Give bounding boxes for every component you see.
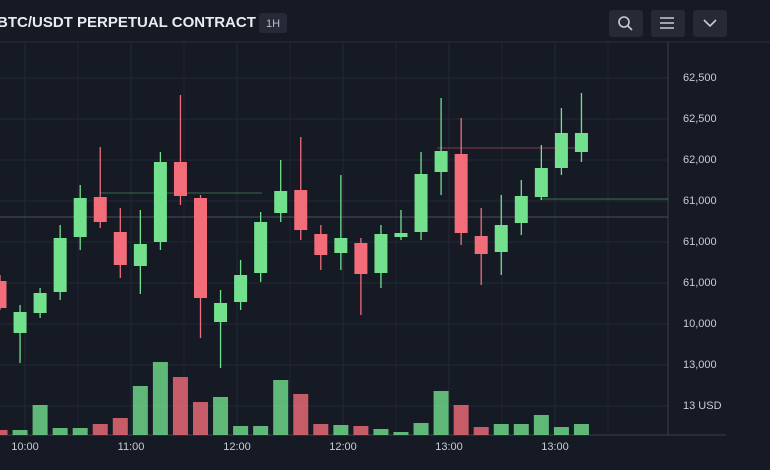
volume-bar [112, 418, 128, 435]
dropdown-button[interactable] [693, 10, 727, 37]
time-axis-label: 13:00 [435, 441, 463, 453]
candle-body [113, 232, 127, 265]
candle-body [133, 244, 147, 266]
price-axis-label: 61,000 [683, 236, 717, 248]
search-icon [618, 16, 630, 28]
grid [0, 42, 668, 435]
candle-body [454, 154, 468, 233]
volume-bar [493, 424, 509, 435]
volume-bar [333, 425, 349, 435]
badge-bg [259, 13, 287, 33]
candle-body [334, 238, 348, 253]
candle-body [374, 234, 388, 273]
time-axis-label: 11:00 [118, 441, 145, 453]
price-axis-label: 61,000 [683, 195, 717, 207]
button-bg [609, 10, 643, 37]
price-axis-label: 13,000 [683, 359, 717, 371]
volume-bar [12, 430, 28, 435]
volume-bar [313, 424, 329, 435]
price-axis-label: 13 USD [683, 400, 722, 412]
price-axis-label: 10,000 [683, 318, 717, 330]
candle-body [53, 238, 67, 292]
candle-body [514, 196, 528, 223]
candle-body [474, 236, 488, 254]
volume-bar [573, 424, 589, 435]
time-axis-label: 13:00 [541, 441, 569, 453]
volume-bar [213, 397, 229, 435]
candle-body [434, 151, 448, 172]
volume-bar [72, 428, 88, 435]
volume-bar [353, 426, 369, 435]
candle-body [234, 275, 248, 302]
volume-bar [373, 429, 389, 435]
volume-bar [553, 427, 569, 435]
candle-body [13, 312, 27, 333]
price-axis-label: 62,500 [683, 113, 717, 125]
candle-body [73, 198, 87, 237]
button-bg [693, 10, 727, 37]
volume-bar [132, 386, 148, 435]
volume-bar [533, 415, 549, 435]
candle-body [194, 198, 207, 298]
chevron-icon [703, 19, 717, 28]
price-axis-label: 61,000 [683, 277, 717, 289]
search-icon [627, 25, 633, 31]
volume-bar [513, 424, 529, 435]
time-axis-label: 12:00 [329, 441, 357, 453]
volume-bar [233, 426, 249, 435]
volume-bar [152, 362, 168, 435]
volume-bar [172, 377, 188, 435]
candle-body [214, 303, 228, 322]
volume-bar [92, 424, 108, 435]
candle-body [394, 233, 408, 237]
time-axis-label: 10:00 [11, 441, 39, 453]
volume-bar [473, 427, 489, 435]
volume-bar [453, 405, 469, 435]
candle-body [33, 293, 47, 313]
search-button[interactable] [609, 10, 643, 37]
candle-body [574, 133, 588, 152]
candle-body [274, 191, 288, 213]
volume-bar [293, 394, 309, 435]
candle-body [494, 225, 508, 252]
menu-icon [660, 17, 674, 29]
price-axis-label: 62,500 [683, 72, 717, 84]
candle-body [93, 197, 107, 222]
volume-bar [193, 402, 208, 435]
candle-body [153, 162, 167, 242]
time-axis-label: 12:00 [223, 441, 251, 453]
interval-badge[interactable]: 1H [259, 13, 287, 33]
volume-bar [0, 430, 8, 435]
interval-label: 1H [266, 18, 280, 30]
volume-bar [32, 405, 48, 435]
candle-body [554, 133, 568, 168]
volume-bar [52, 428, 68, 435]
volume-bar [253, 426, 269, 435]
candle-body [294, 190, 308, 230]
candle-body [254, 222, 268, 273]
candle-body [173, 162, 187, 196]
volume-bar [433, 391, 449, 435]
chart-title: BTC/USDT PERPETUAL CONTRACT [0, 14, 256, 31]
candle-body [414, 174, 428, 232]
menu-button[interactable] [651, 10, 685, 37]
price-axis-label: 62,000 [683, 154, 717, 166]
volume-bar [393, 432, 409, 435]
volume-bar [413, 423, 429, 435]
candle-body [314, 234, 328, 255]
candle-body [354, 243, 368, 274]
candle-body [534, 168, 548, 197]
candle-body [0, 281, 7, 308]
volume-bar [273, 380, 289, 435]
